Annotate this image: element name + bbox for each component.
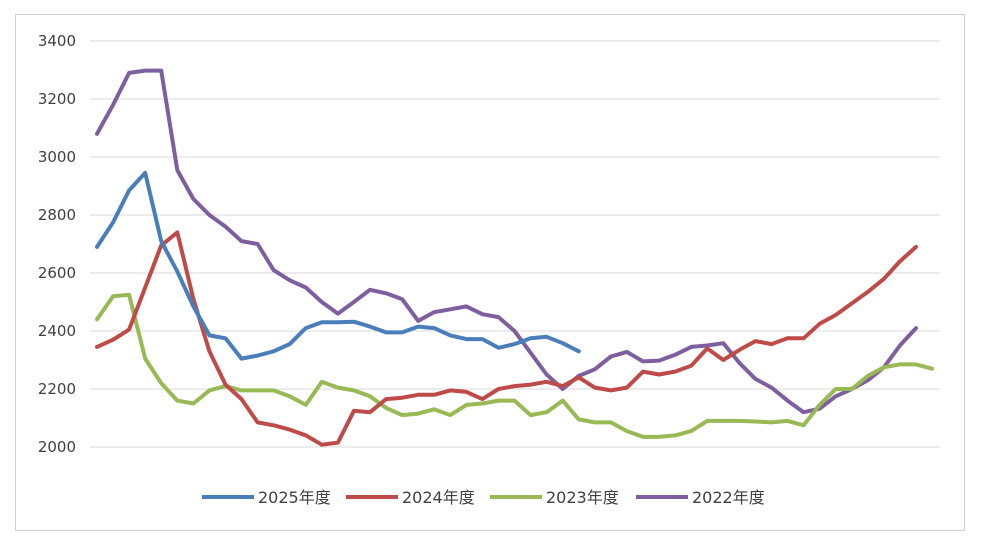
y-tick-label: 3200 <box>38 90 76 108</box>
legend-label: 2025年度 <box>258 488 331 507</box>
y-tick-label: 2600 <box>38 264 76 282</box>
y-tick-label: 3400 <box>38 32 76 50</box>
series-line-2025 <box>95 170 581 361</box>
y-tick-label: 2800 <box>38 206 76 224</box>
series-line-2024 <box>95 230 918 447</box>
legend-label: 2023年度 <box>546 488 619 507</box>
y-tick-label: 2200 <box>38 380 76 398</box>
legend: 2025年度 2024年度 2023年度 2022年度 <box>202 488 765 507</box>
legend-label: 2024年度 <box>402 488 475 507</box>
chart-frame: 2000 2200 2400 2600 2800 3000 3200 3400 2025年度 2… <box>15 14 965 531</box>
legend-label: 2022年度 <box>692 488 765 507</box>
y-axis-tick-labels: 2000 2200 2400 2600 2800 3000 3200 3400 <box>38 32 76 456</box>
y-tick-label: 2000 <box>38 438 76 456</box>
series-line-2022 <box>95 68 918 415</box>
y-tick-label: 3000 <box>38 148 76 166</box>
series-lines <box>95 68 935 447</box>
y-tick-label: 2400 <box>38 322 76 340</box>
series-line-2023 <box>95 292 935 439</box>
